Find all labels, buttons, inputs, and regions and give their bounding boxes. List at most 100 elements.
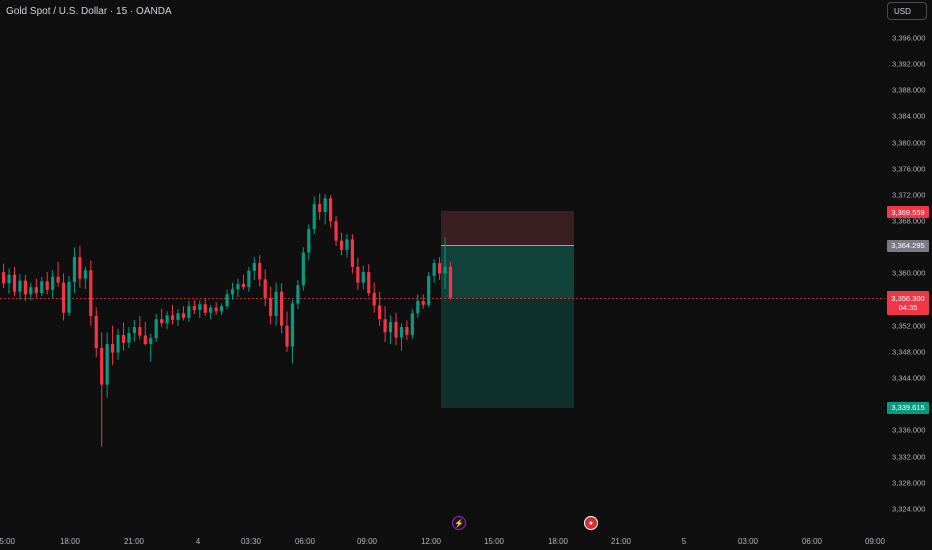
candle-body — [394, 321, 398, 338]
candle-body — [427, 276, 431, 305]
candle-body — [334, 221, 338, 241]
candle-body — [51, 276, 55, 290]
take-profit-zone-filled[interactable] — [441, 245, 574, 299]
time-axis-label: 21:00 — [610, 537, 632, 546]
candle-body — [89, 270, 93, 316]
time-axis-label: 15:00 — [483, 537, 505, 546]
candle-body — [7, 274, 11, 284]
candle-body — [339, 240, 344, 250]
candle-body — [220, 306, 224, 312]
candle-body — [410, 313, 414, 335]
price-axis-label: 3,396.000 — [892, 33, 926, 43]
candle-body — [230, 289, 235, 295]
candle-body — [269, 298, 273, 316]
candle-body — [100, 347, 104, 385]
candle-body — [356, 266, 360, 283]
time-axis-label: 21:00 — [123, 537, 145, 546]
candles-group — [2, 193, 453, 447]
price-axis-label: 3,336.000 — [892, 425, 926, 435]
price-axis-label: 3,360.000 — [892, 268, 926, 278]
candle-body — [247, 270, 251, 288]
candle-body — [192, 306, 196, 311]
time-axis-label: 15:00 — [0, 537, 16, 546]
current-price-badge: 3,356.300 04:35 — [887, 291, 929, 315]
candle-body — [170, 315, 175, 320]
price-axis-label: 3,368.000 — [892, 216, 926, 226]
candle-body — [290, 303, 295, 347]
candle-body — [209, 307, 213, 313]
candle-body — [225, 294, 229, 307]
candle-body — [40, 281, 44, 294]
lightning-icon[interactable]: ⚡ — [452, 516, 466, 530]
candle-body — [421, 300, 425, 305]
candle-body — [361, 272, 365, 283]
candle-body — [111, 344, 115, 353]
candle-body — [154, 319, 158, 339]
candle-body — [149, 338, 153, 345]
time-axis-label: 06:00 — [294, 537, 316, 546]
candle-body — [2, 272, 6, 284]
us-flag-icon[interactable]: ★ — [584, 516, 598, 530]
symbol-title[interactable]: Gold Spot / U.S. Dollar · 15 · OANDA — [6, 6, 172, 17]
current-price-value: 3,356.300 — [891, 294, 925, 303]
candle-body — [72, 257, 77, 282]
candle-body — [318, 204, 322, 212]
price-axis-label: 3,376.000 — [892, 164, 926, 174]
price-axis-label: 3,388.000 — [892, 85, 926, 95]
candle-body — [29, 287, 33, 295]
candle-body — [67, 281, 71, 313]
price-axis-label: 3,344.000 — [892, 373, 926, 383]
candle-body — [285, 325, 289, 347]
candle-body — [78, 257, 82, 279]
candle-body — [105, 344, 109, 385]
candle-body — [56, 276, 60, 283]
time-axis-label: 4 — [195, 537, 201, 546]
time-axis-label: 06:00 — [801, 537, 823, 546]
candle-body — [274, 291, 278, 316]
candle-body — [312, 204, 316, 229]
candle-body — [165, 315, 169, 324]
candle-body — [214, 307, 218, 312]
candle-body — [181, 313, 186, 318]
candle-body — [187, 306, 191, 318]
take-profit-zone[interactable] — [441, 298, 574, 408]
candle-body — [61, 282, 66, 313]
time-axis-label: 12:00 — [420, 537, 442, 546]
time-axis-label: 18:00 — [59, 537, 81, 546]
candle-body — [176, 313, 180, 320]
candle-body — [23, 280, 27, 295]
candle-body — [18, 280, 22, 292]
candle-body — [94, 315, 98, 348]
candle-body — [45, 281, 49, 290]
candle-body — [279, 291, 284, 326]
candle-body — [252, 262, 256, 271]
candle-body — [263, 279, 267, 299]
candle-body — [296, 285, 300, 304]
stop-loss-zone[interactable] — [441, 211, 574, 246]
candle-body — [448, 266, 453, 298]
candle-body — [372, 293, 376, 306]
price-axis-label: 3,384.000 — [892, 111, 926, 121]
price-axis-label: 3,372.000 — [892, 190, 926, 200]
candle-body — [323, 198, 327, 212]
currency-button[interactable]: USD — [887, 2, 927, 20]
candle-body — [143, 335, 147, 345]
candle-body — [432, 262, 436, 277]
candle-body — [443, 266, 447, 274]
candle-body — [241, 283, 245, 288]
candle-body — [132, 327, 136, 333]
time-axis-label: 03:00 — [737, 537, 759, 546]
price-axis-label: 3,348.000 — [892, 347, 926, 357]
price-axis-label: 3,324.000 — [892, 504, 926, 514]
candle-body — [307, 228, 311, 253]
price-axis-label: 3,392.000 — [892, 59, 926, 69]
candle-body — [116, 334, 120, 353]
candle-body — [236, 283, 240, 290]
candle-body — [350, 239, 354, 267]
candle-body — [258, 262, 262, 280]
candle-body — [378, 305, 382, 320]
candle-body — [127, 332, 131, 343]
candle-body — [438, 262, 442, 274]
price-axis-label: 3,332.000 — [892, 452, 926, 462]
